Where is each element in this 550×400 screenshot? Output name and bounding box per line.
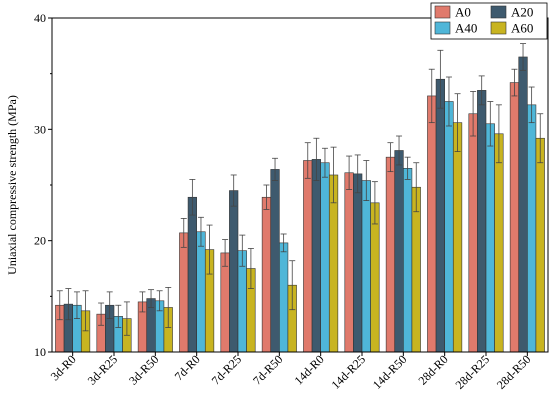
bar-A20-14d-R0	[311, 159, 321, 353]
bars-layer	[55, 56, 545, 353]
legend-label-A40: A40	[455, 21, 477, 36]
y-axis: 10 20 30 40	[34, 11, 52, 359]
bar-A0-14d-R50	[385, 156, 396, 353]
x-tick-label-14d-R50: 14d-R50	[370, 352, 410, 392]
bar-A60-14d-R25	[370, 202, 380, 353]
legend-swatch-A60	[490, 21, 507, 35]
bar-A0-28d-R25	[468, 113, 478, 353]
legend-swatch-A0	[434, 5, 451, 19]
x-tick-label-28d-R50: 28d-R50	[494, 352, 534, 392]
bar-A0-28d-R50	[509, 82, 520, 353]
legend-box	[430, 2, 548, 40]
bar-A40-14d-R0	[320, 162, 330, 353]
x-tick-label-28d-R25: 28d-R25	[453, 352, 493, 392]
bar-A20-14d-R25	[353, 173, 363, 353]
x-tick-label-7d-R0: 7d-R0	[172, 352, 203, 383]
error-bars-layer	[56, 43, 544, 336]
legend: A0 A20 A40 A60	[430, 2, 548, 40]
bar-A40-28d-R0	[444, 101, 454, 353]
legend-swatch-A20	[490, 5, 507, 19]
bar-A0-14d-R0	[303, 160, 313, 353]
bar-A40-7d-R50	[279, 242, 289, 353]
legend-label-A0: A0	[455, 5, 471, 20]
bar-A0-14d-R25	[344, 172, 354, 353]
y-axis-label: Uniaxial compressive strength (MPa)	[5, 95, 19, 275]
bar-A20-7d-R25	[229, 190, 239, 353]
bar-A20-14d-R50	[394, 150, 404, 353]
bar-A40-14d-R25	[361, 180, 371, 353]
bar-A20-7d-R0	[187, 196, 197, 353]
bar-A40-7d-R0	[196, 231, 206, 353]
y-tick-label-30: 30	[34, 122, 46, 136]
x-tick-label-3d-R0: 3d-R0	[48, 352, 79, 383]
y-tick-label-10: 10	[34, 345, 46, 359]
x-axis: 3d-R0 3d-R25 3d-R50 7d-R0 7d-R25 7d-R50 14d-R0…	[48, 352, 534, 392]
x-tick-label-7d-R25: 7d-R25	[209, 352, 244, 387]
bar-A40-14d-R50	[403, 168, 413, 353]
bar-A20-28d-R0	[435, 78, 445, 353]
x-tick-label-7d-R50: 7d-R50	[250, 352, 285, 387]
bar-A0-28d-R0	[427, 95, 437, 353]
x-tick-label-3d-R50: 3d-R50	[126, 352, 161, 387]
x-tick-label-14d-R25: 14d-R25	[329, 352, 369, 392]
bar-A40-28d-R50	[527, 104, 537, 353]
bar-A20-28d-R50	[518, 56, 528, 353]
y-tick-label-40: 40	[34, 11, 46, 25]
bar-A40-28d-R25	[485, 123, 495, 353]
bar-A0-7d-R0	[179, 232, 189, 353]
y-tick-label-20: 20	[34, 234, 46, 248]
x-tick-label-28d-R0: 28d-R0	[415, 352, 450, 387]
bar-A20-28d-R25	[477, 90, 487, 353]
bar-A60-28d-R50	[535, 137, 545, 353]
legend-swatch-A40	[434, 21, 451, 35]
x-tick-label-14d-R0: 14d-R0	[291, 352, 326, 387]
x-tick-label-3d-R25: 3d-R25	[85, 352, 120, 387]
bar-A60-28d-R0	[452, 122, 463, 353]
legend-label-A20: A20	[511, 5, 533, 20]
bar-A0-7d-R50	[261, 196, 272, 353]
bar-A20-7d-R50	[270, 169, 280, 353]
bar-A60-28d-R25	[494, 133, 504, 353]
legend-label-A60: A60	[511, 21, 533, 36]
bar-A0-7d-R25	[220, 252, 230, 353]
